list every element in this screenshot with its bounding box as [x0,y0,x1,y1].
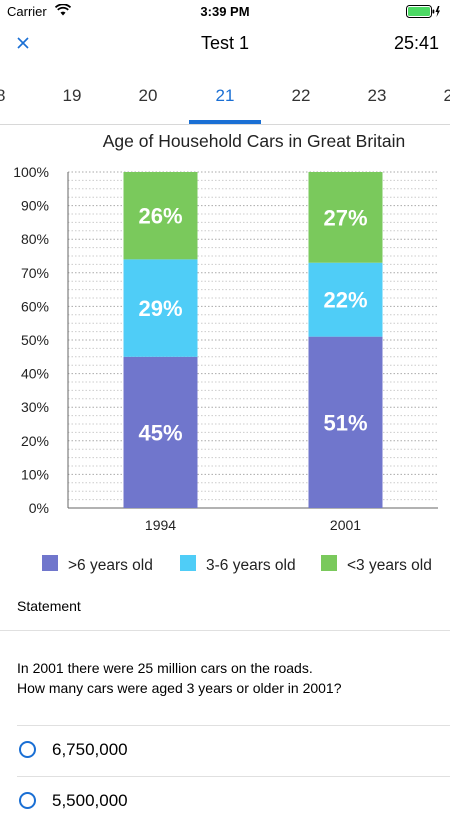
data-label: 51% [323,410,367,435]
legend-label: >6 years old [68,557,153,574]
y-tick-label: 10% [21,466,49,482]
y-tick-label: 80% [21,231,49,247]
status-bar: Carrier 3:39 PM [0,0,450,22]
tab-question-22[interactable]: 22 [291,86,311,105]
tab-question-24[interactable]: 24 [415,68,450,124]
bar-segment [123,259,198,357]
bar-segment [308,262,383,337]
carrier-label: Carrier [7,4,47,19]
legend-swatch [321,555,337,571]
y-tick-label: 100% [13,164,49,180]
tab-question-21[interactable]: 21 [187,68,263,124]
statement-label: Statement [17,598,81,614]
y-tick-label: 20% [21,433,49,449]
chart: Age of Household Cars in Great Britain 0%… [0,124,450,594]
y-tick-label: 0% [29,500,49,516]
divider [0,630,450,631]
bar-segment [308,336,383,508]
close-icon [17,37,29,49]
divider [17,776,450,777]
nav-bar: Test 1 25:41 [0,22,450,66]
legend-swatch [42,555,58,571]
battery-icon [406,5,442,21]
tab-question-19[interactable]: 19 [62,86,82,105]
tab-question-18[interactable]: 18 [0,68,34,124]
question-tabs: 18 19 20 21 22 23 24 [0,68,450,125]
answer-option-2[interactable]: 5,500,000 [17,782,437,822]
bar-segment [308,172,383,263]
question-text: In 2001 there were 25 million cars on th… [17,658,437,698]
data-label: 26% [138,204,182,229]
bar-segment [123,172,198,260]
y-tick-label: 40% [21,366,49,382]
question-line-2: How many cars were aged 3 years or older… [17,680,342,696]
close-button[interactable] [10,30,36,56]
legend-swatch [180,555,196,571]
answer-option-label: 5,500,000 [52,791,128,810]
y-tick-label: 50% [21,332,49,348]
wifi-icon [54,3,72,19]
radio-icon[interactable] [19,792,36,809]
timer-label: 25:41 [393,33,439,53]
x-tick-label: 1994 [145,517,176,533]
x-tick-label: 2001 [330,517,361,533]
stacked-bar-chart: Age of Household Cars in Great Britain 0%… [13,131,438,574]
y-tick-label: 70% [21,265,49,281]
y-tick-label: 90% [21,198,49,214]
data-label: 29% [138,296,182,321]
bar-segment [123,356,198,508]
legend-label: 3-6 years old [206,557,296,574]
page-title: Test 1 [200,33,250,53]
y-tick-label: 30% [21,399,49,415]
tab-question-23[interactable]: 23 [367,86,387,105]
answer-option-label: 6,750,000 [52,740,128,759]
y-tick-label: 60% [21,298,49,314]
tab-question-20[interactable]: 20 [138,86,158,105]
radio-icon[interactable] [19,741,36,758]
legend-label: <3 years old [347,557,432,574]
chart-title: Age of Household Cars in Great Britain [103,131,406,151]
data-label: 27% [323,205,367,230]
divider [17,725,450,726]
answer-option-1[interactable]: 6,750,000 [17,731,437,771]
status-time: 3:39 PM [200,4,250,19]
data-label: 22% [323,288,367,313]
question-line-1: In 2001 there were 25 million cars on th… [17,660,313,676]
data-label: 45% [138,420,182,445]
